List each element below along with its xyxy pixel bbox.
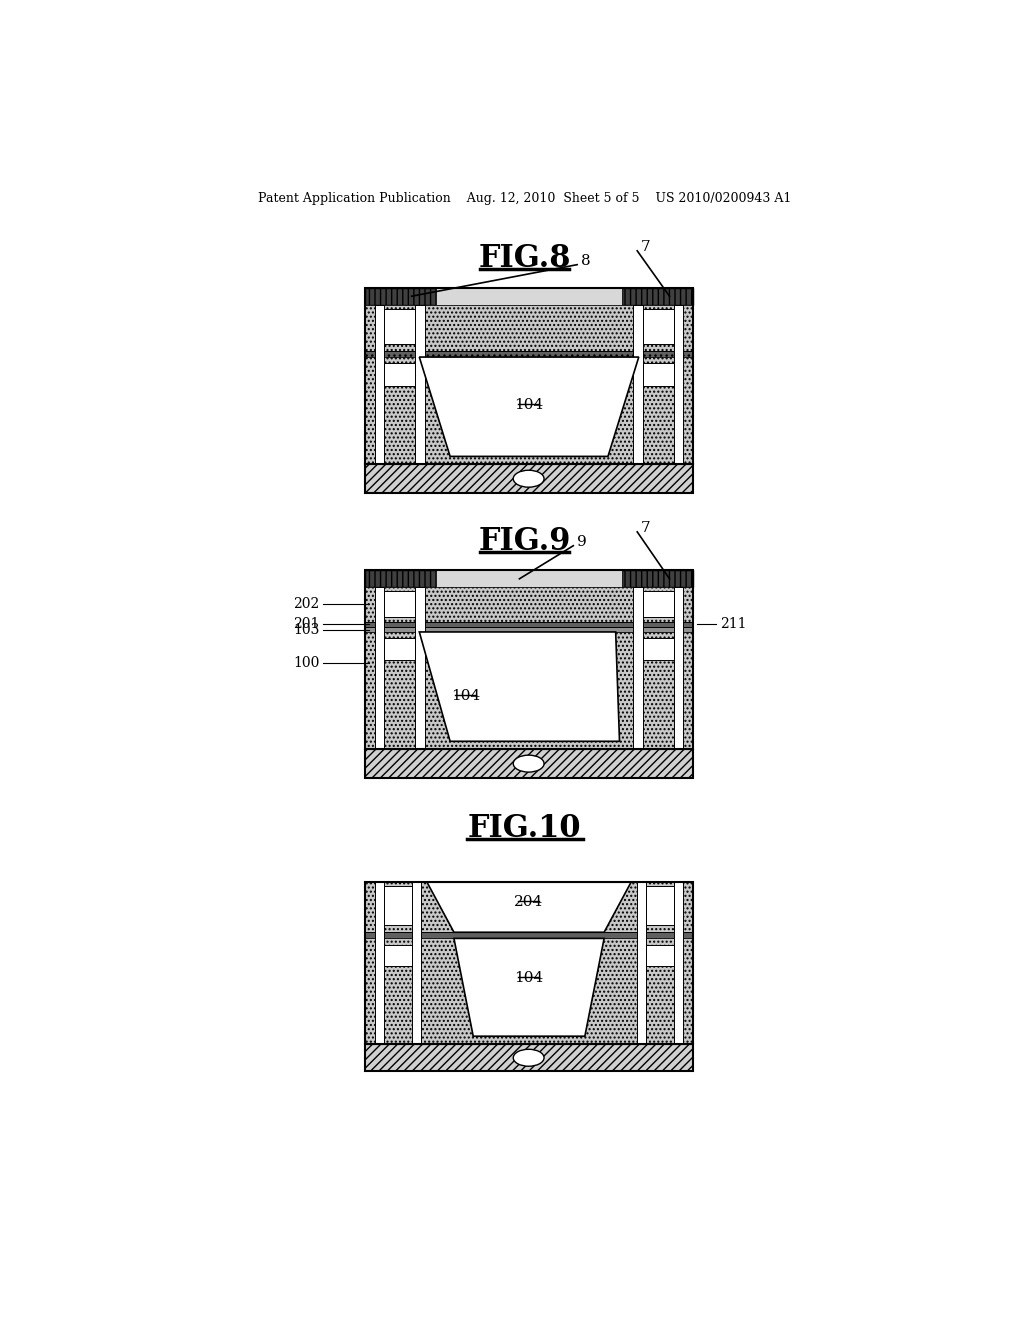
Bar [674, 305, 683, 465]
Bar [366, 1044, 692, 1071]
Text: 211: 211 [720, 618, 746, 631]
Polygon shape [419, 358, 639, 457]
Bar [375, 882, 384, 1044]
Text: 7: 7 [640, 240, 650, 253]
Bar [366, 570, 692, 748]
Bar [366, 882, 692, 932]
Text: 104: 104 [514, 972, 544, 986]
Polygon shape [454, 939, 604, 1036]
Bar [375, 305, 384, 465]
Bar [366, 632, 692, 748]
Bar [646, 945, 674, 966]
Bar [634, 587, 643, 748]
Text: 202: 202 [293, 597, 319, 611]
Bar [412, 882, 421, 1044]
Ellipse shape [513, 470, 544, 487]
Text: FIG.10: FIG.10 [468, 813, 582, 843]
Bar [384, 591, 416, 616]
Bar [384, 309, 416, 345]
Bar [436, 570, 622, 587]
Bar [366, 465, 692, 494]
Polygon shape [427, 882, 631, 932]
Bar [366, 570, 436, 587]
Bar [366, 932, 692, 939]
Bar [643, 309, 674, 345]
Bar [366, 305, 692, 351]
Bar [674, 882, 683, 1044]
Bar [384, 638, 416, 660]
Bar [643, 363, 674, 387]
Bar [366, 358, 692, 465]
Bar [366, 627, 692, 632]
Bar [384, 363, 416, 387]
Bar [643, 638, 674, 660]
Bar [366, 351, 692, 358]
Bar [634, 305, 643, 465]
Text: 104: 104 [451, 689, 480, 704]
Bar [366, 748, 692, 779]
Text: 8: 8 [581, 253, 591, 268]
Bar [366, 288, 436, 305]
Ellipse shape [513, 1049, 544, 1067]
Bar [643, 591, 674, 616]
Text: 104: 104 [514, 399, 544, 412]
Bar [375, 587, 384, 748]
Bar [366, 939, 692, 1044]
Bar [674, 587, 683, 748]
Bar [637, 882, 646, 1044]
Bar [366, 882, 692, 1044]
Text: 103: 103 [293, 623, 319, 636]
Bar [416, 587, 425, 748]
Bar [366, 288, 692, 465]
Text: FIG.8: FIG.8 [478, 243, 571, 275]
Bar [384, 886, 412, 924]
Bar [436, 288, 622, 305]
Text: 100: 100 [293, 656, 319, 669]
Ellipse shape [513, 755, 544, 772]
Polygon shape [419, 632, 620, 742]
Bar [366, 587, 692, 622]
Text: 201: 201 [293, 618, 319, 631]
Text: 7: 7 [640, 521, 650, 535]
Text: 204: 204 [514, 895, 544, 909]
Text: FIG.9: FIG.9 [478, 525, 571, 557]
Text: Patent Application Publication    Aug. 12, 2010  Sheet 5 of 5    US 2010/0200943: Patent Application Publication Aug. 12, … [258, 191, 792, 205]
Bar [384, 945, 412, 966]
Text: 9: 9 [578, 535, 587, 549]
Bar [646, 886, 674, 924]
Bar [416, 305, 425, 465]
Bar [366, 622, 692, 627]
Bar [622, 288, 692, 305]
Bar [622, 570, 692, 587]
